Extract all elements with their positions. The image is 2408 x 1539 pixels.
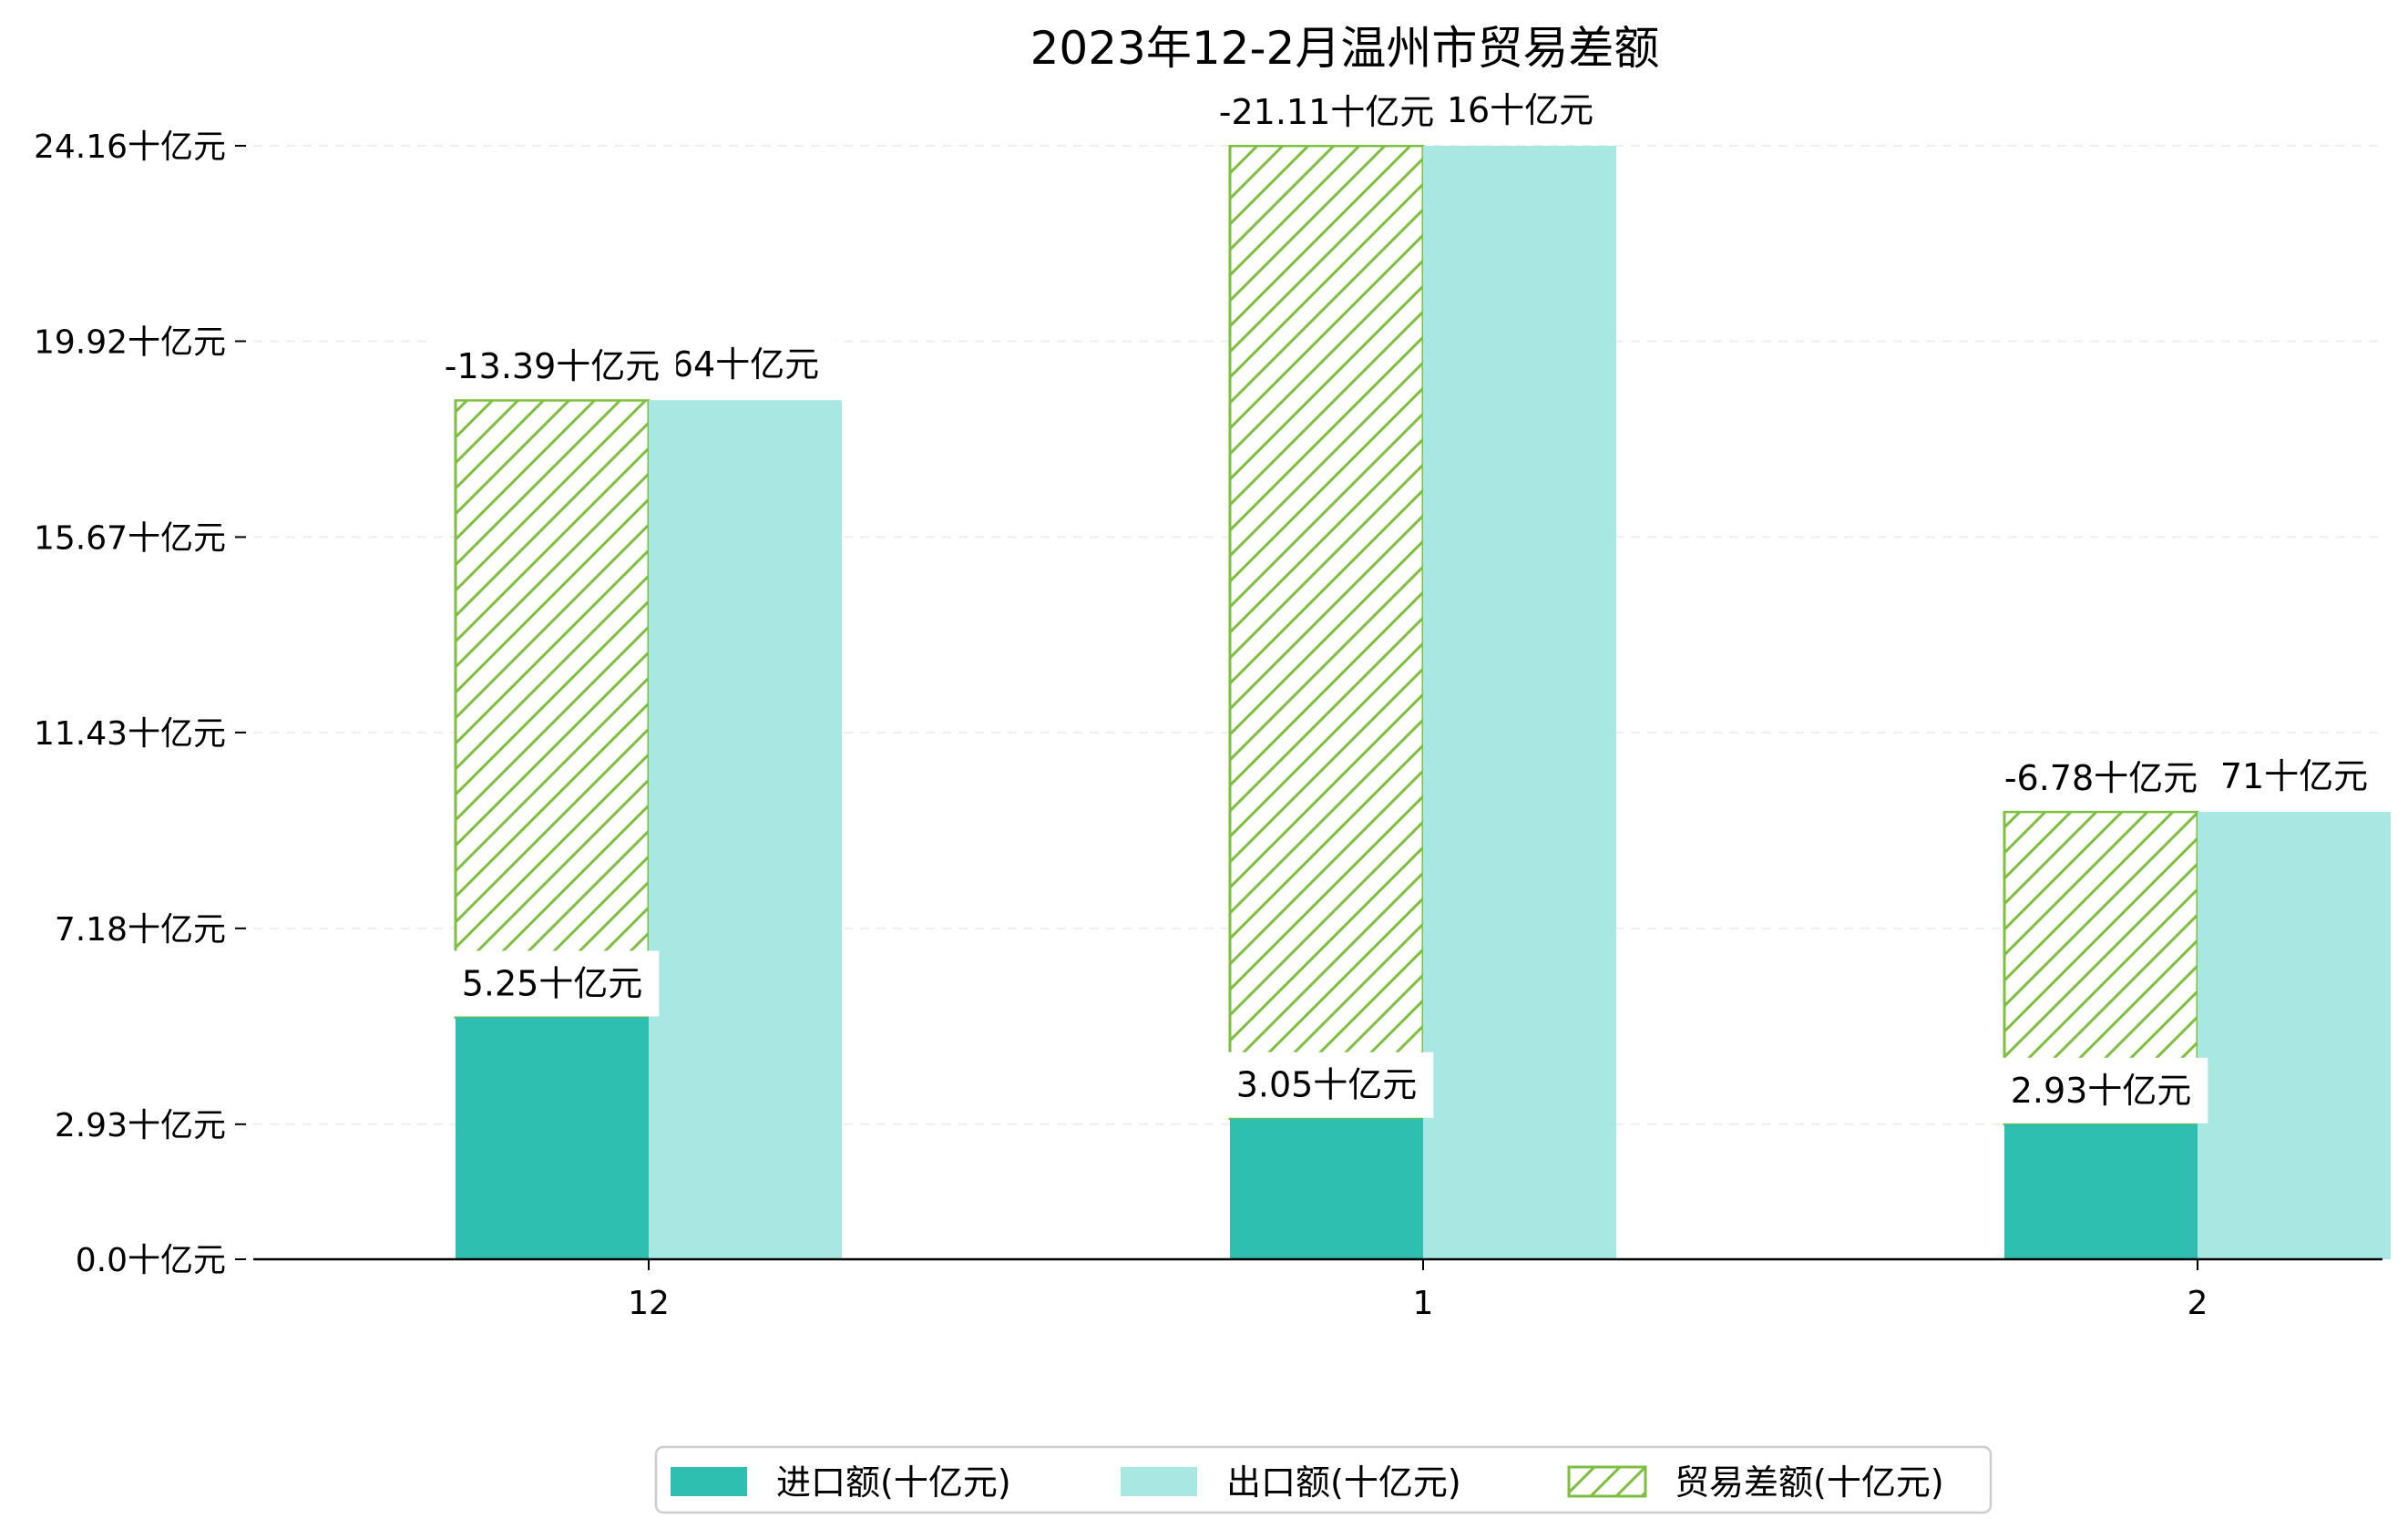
label-export-2-bg [2203, 743, 2385, 809]
legend-swatch-export [1121, 1467, 1197, 1496]
y-tick-label: 24.16十亿元 [34, 128, 226, 166]
label-balance-1: -21.11十亿元 [1219, 92, 1435, 132]
legend-label-import: 进口额(十亿元) [776, 1462, 1011, 1503]
label-import-2: 2.93十亿元 [2011, 1071, 2192, 1111]
label-import-2-bg [1993, 1057, 2208, 1123]
bar-import-12 [456, 1017, 649, 1259]
label-export-2: 71十亿元 [2220, 756, 2368, 796]
y-tick-label: 2.93十亿元 [55, 1107, 226, 1144]
label-export-12-bg [654, 332, 836, 398]
legend-label-balance: 贸易差额(十亿元) [1675, 1462, 1944, 1503]
label-import-12-bg [445, 950, 660, 1017]
label-balance-12: -13.39十亿元 [445, 346, 661, 386]
label-balance-2: -6.78十亿元 [2004, 758, 2198, 798]
label-balance-2-bg [1987, 744, 2215, 811]
y-tick-label: 11.43十亿元 [34, 715, 226, 753]
axes: 24.16十亿元 19.92十亿元 15.67十亿元 11.43十亿元 7.18十亿元 2… [34, 128, 2382, 1322]
bar-import-2 [2004, 1123, 2198, 1259]
label-balance-1-bg [1202, 79, 1451, 145]
y-tick-label: 15.67十亿元 [34, 519, 226, 557]
x-tick-label: 12 [628, 1285, 670, 1322]
bar-balance-1 [1228, 144, 1425, 1121]
x-tick-label: 2 [2188, 1285, 2208, 1322]
legend-box [654, 1445, 1993, 1514]
legend: 进口额(十亿元) 出口额(十亿元) 贸易差额(十亿元) [654, 1445, 1993, 1514]
bar-balance-12 [454, 398, 651, 1019]
bar-import-1 [1230, 1118, 1423, 1259]
legend-swatch-balance [1567, 1465, 1647, 1498]
x-tick-label: 1 [1413, 1285, 1434, 1322]
y-tick-label: 0.0十亿元 [76, 1242, 226, 1279]
label-export-1-bg [1429, 77, 1611, 143]
data-labels: 64十亿元-13.39十亿元 5.25十亿元 16十亿元 -21.11十亿元 3.05十… [427, 77, 2385, 1123]
label-export-1: 16十亿元 [1446, 90, 1593, 130]
label-export-12: 64十亿元 [671, 344, 819, 385]
label-import-12: 5.25十亿元 [462, 963, 643, 1003]
legend-swatch-import [671, 1467, 747, 1496]
y-tick-label: 19.92十亿元 [34, 323, 226, 361]
label-balance-12-bg [427, 333, 677, 400]
y-tick-label: 7.18十亿元 [55, 911, 226, 949]
bar-export-1 [1423, 146, 1616, 1259]
label-import-1: 3.05十亿元 [1236, 1065, 1418, 1105]
label-import-1-bg [1219, 1052, 1434, 1118]
legend-label-export: 出口额(十亿元) [1226, 1462, 1461, 1503]
bar-export-2 [2198, 811, 2391, 1259]
chart-title: 2023年12-2月温州市贸易差额 [1030, 22, 1660, 75]
bar-export-12 [649, 400, 842, 1259]
